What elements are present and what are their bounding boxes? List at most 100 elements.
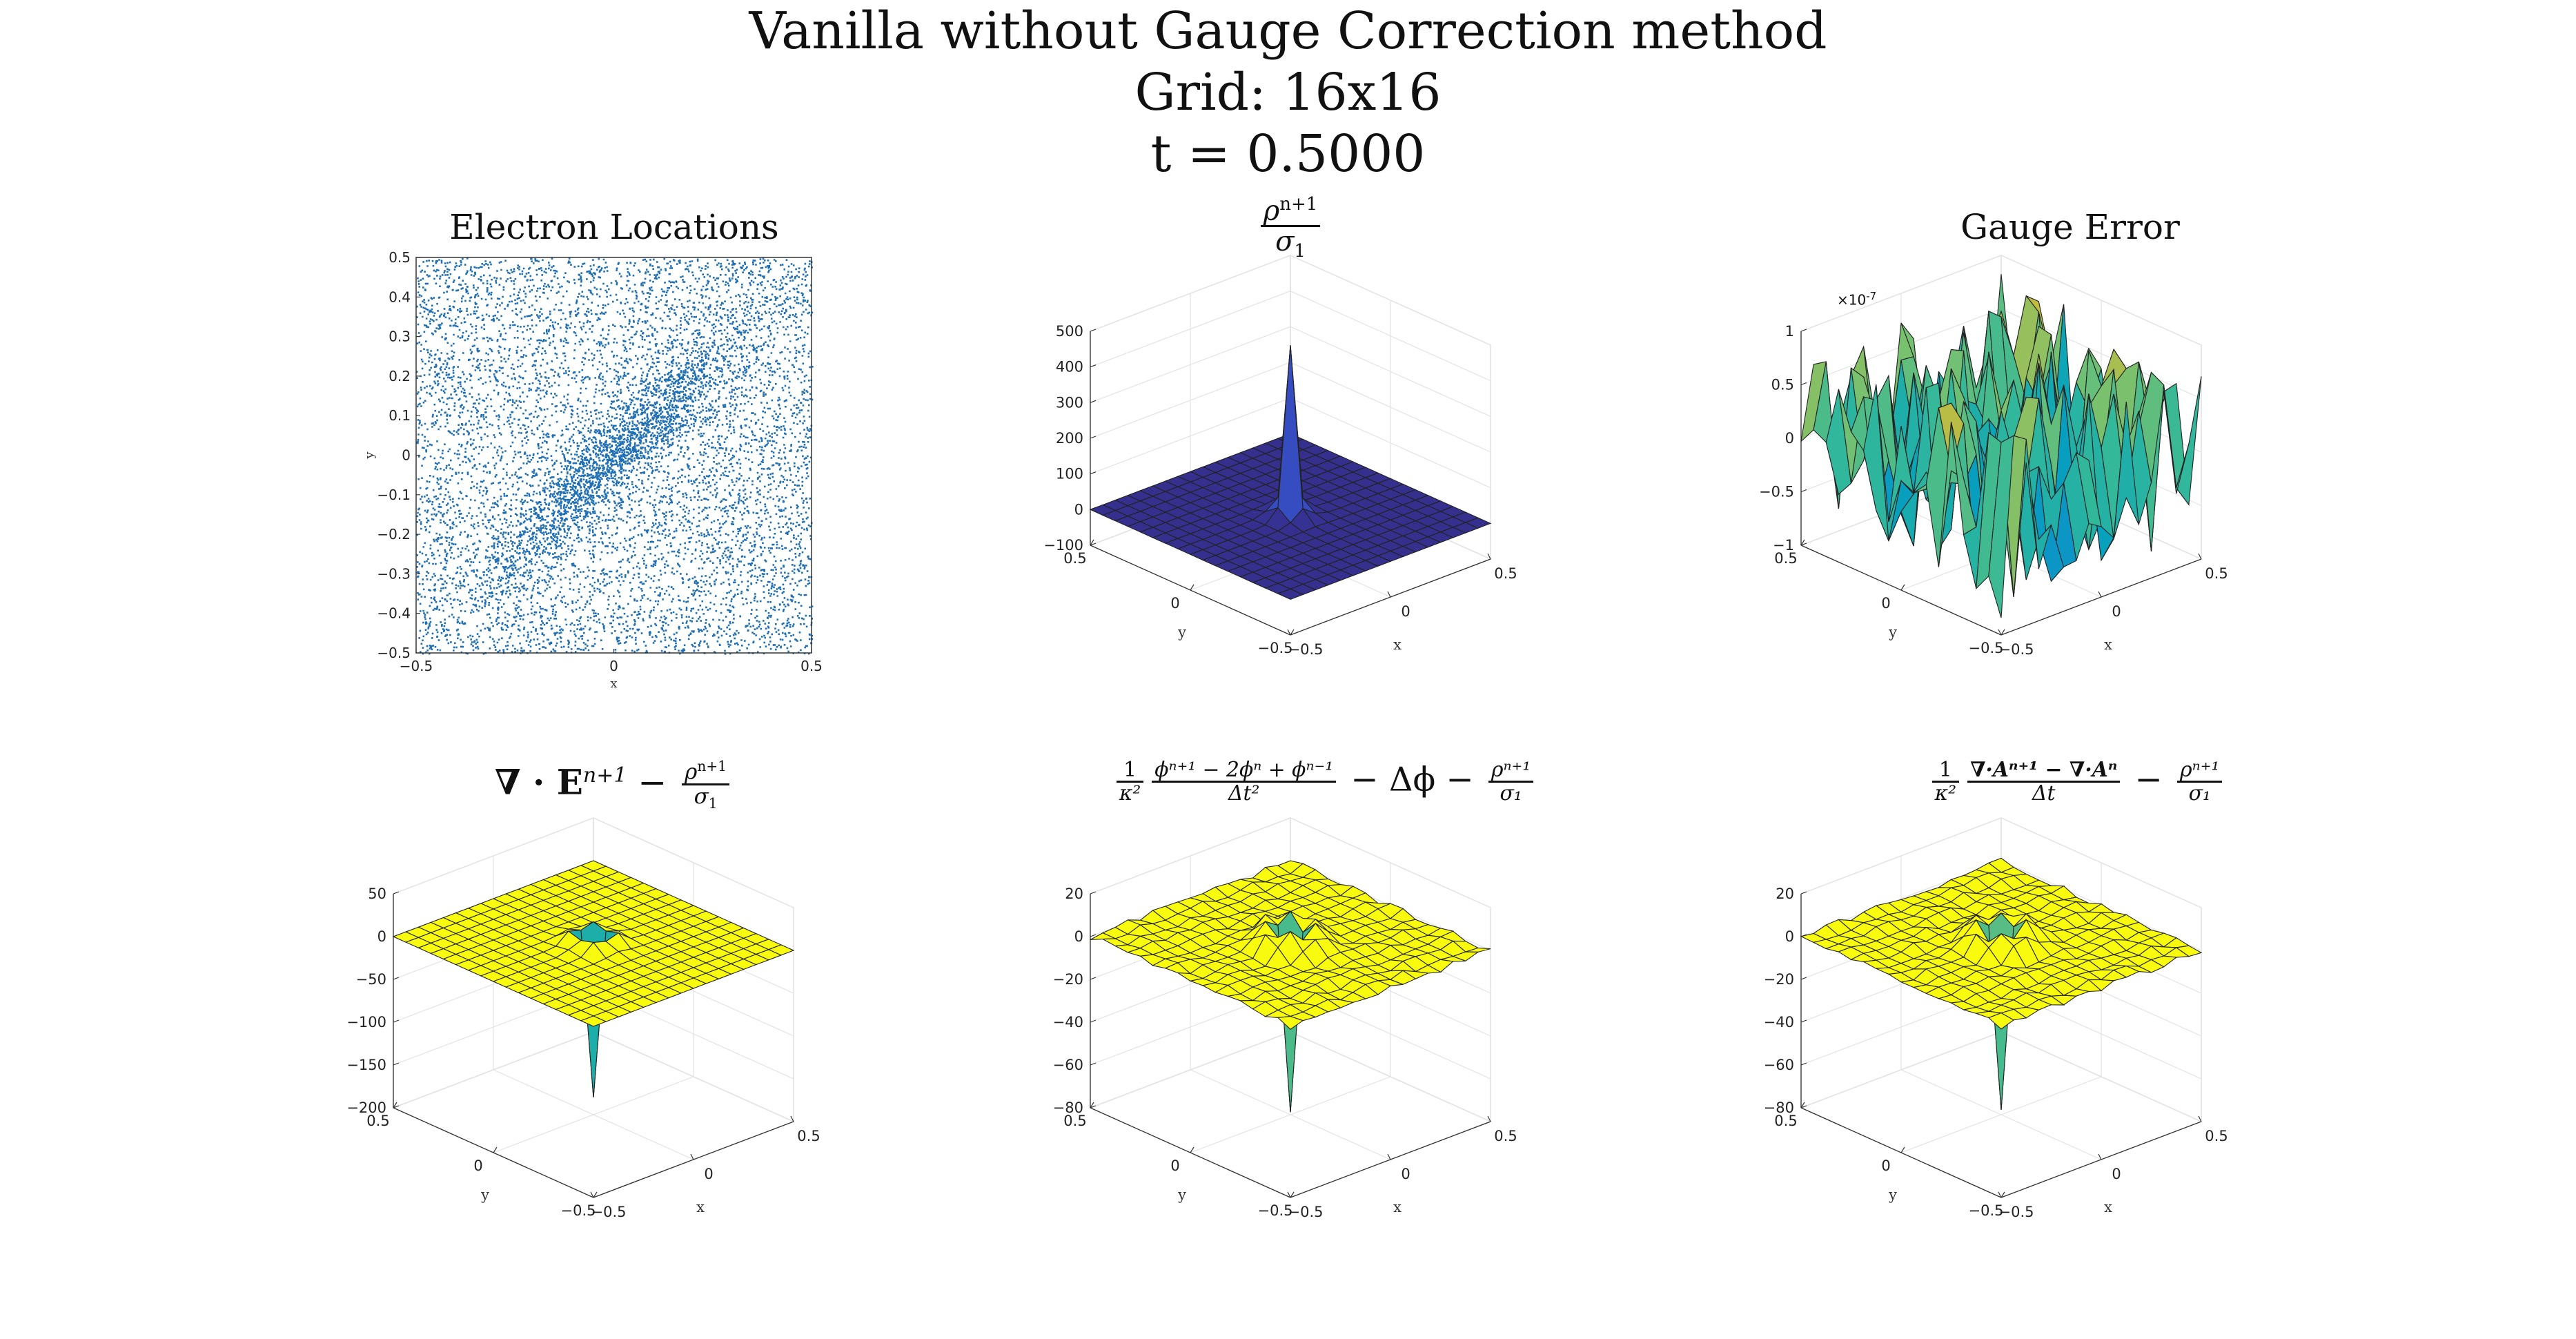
y-tick <box>1290 1191 1295 1198</box>
z-tick <box>1800 489 1807 493</box>
panel3-scale-exp: -7 <box>1866 290 1877 302</box>
z-tick-label: −200 <box>346 1099 386 1116</box>
y-tick <box>593 1191 598 1198</box>
surface-panel-gauge-error: 1 0.5 0 −0.5 −1 −0.5 0 0.5 x 0.5 0 −0.5 y <box>1759 254 2228 658</box>
z-tick <box>1090 364 1097 368</box>
z-tick-label: 50 <box>368 886 386 902</box>
scatter-xtick-label: −0.5 <box>400 658 433 674</box>
y-tick-label: 0 <box>1881 595 1890 612</box>
x-tick <box>1287 629 1291 636</box>
y-tick-label: −0.5 <box>1969 640 2004 656</box>
panel6-title-num: ∇·Aⁿ⁺¹ − ∇·Aⁿ <box>1967 759 2121 783</box>
z-tick-label: 20 <box>1065 886 1083 902</box>
x-tick <box>2098 591 2102 598</box>
y-tick <box>1190 1146 1194 1153</box>
y-tick-label: 0.5 <box>1774 550 1797 567</box>
z-tick-label: 400 <box>1056 359 1083 375</box>
y-tick <box>1900 584 1905 591</box>
z-tick <box>1800 977 1807 980</box>
figure-title-line3: t = 0.5000 <box>1150 124 1426 184</box>
gridline-z <box>393 817 794 908</box>
scatter-panel: 0.5 0.4 0.3 0.2 0.1 0 −0.1 −0.2 −0.3 −0.4 −0.5−0.5… <box>362 249 823 691</box>
y-tick-label: 0.5 <box>366 1113 389 1129</box>
y-tick-label: −0.5 <box>1258 640 1293 656</box>
x-label: x <box>1393 1199 1402 1215</box>
y-tick <box>1190 584 1194 591</box>
scatter-points <box>416 257 814 655</box>
panel4-title-minus: − <box>638 762 667 803</box>
z-tick <box>1090 329 1097 332</box>
panel4-title-rho-sup: n+1 <box>697 758 727 774</box>
z-tick-label: 300 <box>1056 394 1083 411</box>
gridline-z <box>1090 291 1491 382</box>
gridline-z <box>1090 326 1491 417</box>
x-tick-label: 0.5 <box>2205 1128 2228 1144</box>
x-tick-label: 0 <box>2112 603 2121 620</box>
z-tick-label: 0.5 <box>1771 377 1794 393</box>
gridline-z <box>1090 817 1491 908</box>
y-tick-label: 0.5 <box>1063 1113 1086 1129</box>
z-tick-label: 0 <box>1074 928 1083 945</box>
scatter-ytick-label: −0.4 <box>377 605 411 622</box>
panel6-title-rho: ρⁿ⁺¹ <box>2177 759 2223 783</box>
panel4-title-lhs: ∇ · E <box>494 761 583 803</box>
panel5-title: 1 κ² ϕⁿ⁺¹ − 2ϕⁿ + ϕⁿ⁻¹ Δt² − Δϕ − ρⁿ⁺¹ σ… <box>1076 759 1573 805</box>
x-tick <box>1998 1191 2002 1198</box>
x-label: x <box>696 1199 705 1215</box>
z-tick-label: −20 <box>1764 971 1794 988</box>
x-label: x <box>2104 1199 2112 1215</box>
panel1-title: Electron Locations <box>449 207 779 247</box>
z-tick <box>1800 1062 1807 1066</box>
z-tick-label: −100 <box>346 1014 386 1030</box>
surface-panel-divA: 20 0 −20 −40 −60 −80 −0.5 0 0.5 x 0.5 0 −0.5 y <box>1764 817 2228 1220</box>
panel3-title: Gauge Error <box>1960 207 2180 247</box>
z-tick-label: 500 <box>1056 323 1083 340</box>
z-tick <box>1090 436 1097 439</box>
x-tick <box>1487 1115 1491 1122</box>
x-tick <box>790 1115 794 1122</box>
y-label: y <box>1177 1186 1186 1203</box>
x-tick <box>690 1153 694 1160</box>
x-tick-label: 0 <box>1401 603 1410 620</box>
x-tick-label: −0.5 <box>591 1204 627 1220</box>
y-tick <box>493 1146 498 1153</box>
y-label: y <box>480 1186 489 1203</box>
z-tick <box>1090 1062 1097 1066</box>
x-tick <box>1387 591 1391 598</box>
panel5-title-num: ϕⁿ⁺¹ − 2ϕⁿ + ϕⁿ⁻¹ <box>1152 759 1337 783</box>
panel5-title-mid: − Δϕ − <box>1350 760 1474 799</box>
y-tick <box>1800 1102 1805 1108</box>
z-tick <box>393 977 400 980</box>
panel5-title-sigma: σ₁ <box>1500 781 1522 806</box>
x-tick-label: −0.5 <box>1999 641 2034 658</box>
y-label: y <box>1177 624 1186 641</box>
z-tick-label: 200 <box>1056 430 1083 447</box>
panel6-title-den: Δt <box>2032 781 2056 806</box>
panel5-title-coef-den: κ² <box>1119 781 1141 806</box>
x-tick-label: 0 <box>1401 1166 1410 1182</box>
y-tick-label: 0.5 <box>1774 1113 1797 1129</box>
z-tick-label: 0 <box>377 928 386 945</box>
surface-panel-divE: 50 0 −50 −100 −150 −200 −0.5 0 0.5 x 0.5 0 −0.5 y <box>346 817 820 1220</box>
panel5-title-den: Δt² <box>1228 781 1260 806</box>
scatter-xtick-label: 0.5 <box>800 658 823 674</box>
gridline-z <box>1090 255 1491 346</box>
z-tick-label: −80 <box>1053 1099 1083 1116</box>
panel2-title-sigma: σ <box>1275 226 1295 258</box>
z-tick-label: −0.5 <box>1759 484 1794 500</box>
y-tick <box>393 1102 397 1108</box>
x-tick-label: −0.5 <box>1288 641 1324 658</box>
panel5-title-rho: ρⁿ⁺¹ <box>1488 759 1534 783</box>
surface-panel-rho: 500 400 300 200 100 0 −100 −0.5 0 0.5 x 0.5 0 −0.5 y <box>1043 254 1517 658</box>
x-tick-label: −0.5 <box>1288 1204 1324 1220</box>
panel4-title-rho: ρ <box>685 759 698 785</box>
z-tick-label: −1 <box>1773 537 1794 554</box>
x-tick-label: 0.5 <box>1494 565 1517 582</box>
y-tick-label: −0.5 <box>561 1202 596 1219</box>
panel2-title: ρn+1 σ1 <box>1180 195 1401 262</box>
panel2-title-rho: ρ <box>1263 195 1280 227</box>
panel3-scale-label: ×10-7 <box>1837 290 1876 309</box>
x-tick-label: 0 <box>2112 1166 2121 1182</box>
x-tick-label: 0.5 <box>797 1128 820 1144</box>
z-tick <box>1800 543 1807 546</box>
